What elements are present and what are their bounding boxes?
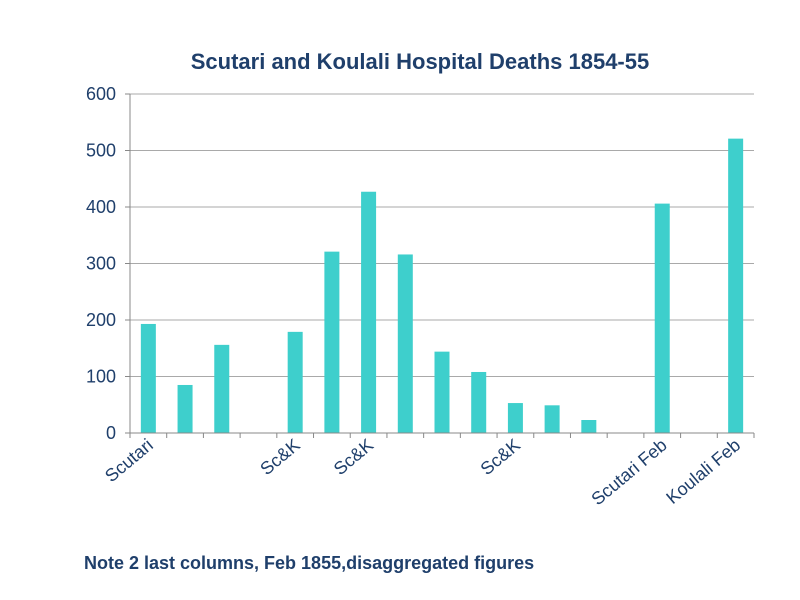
y-tick-label: 500 — [86, 141, 116, 161]
axes — [125, 93, 755, 438]
bar — [581, 420, 597, 433]
bar — [471, 371, 487, 433]
bar — [214, 344, 230, 433]
chart-note: Note 2 last columns, Feb 1855,disaggrega… — [84, 553, 535, 573]
y-tick-label: 300 — [86, 254, 116, 274]
x-tick-label: Scutari Feb — [587, 435, 670, 509]
bar — [728, 138, 744, 433]
y-tick-label: 200 — [86, 310, 116, 330]
chart-title: Scutari and Koulali Hospital Deaths 1854… — [190, 49, 650, 74]
x-tick-label: Sc&K — [330, 435, 377, 479]
bars — [140, 138, 744, 433]
x-tick-label: Sc&K — [256, 435, 303, 479]
bar — [287, 331, 303, 433]
bar — [434, 351, 450, 433]
bar — [361, 191, 377, 433]
bar — [507, 403, 523, 433]
x-tick-label: Koulali Feb — [662, 435, 744, 508]
bar — [324, 251, 340, 433]
bar — [654, 203, 670, 433]
x-tick-label: Sc&K — [477, 435, 524, 479]
y-tick-label: 400 — [86, 197, 116, 217]
y-tick-label: 600 — [86, 84, 116, 104]
bar — [544, 405, 560, 433]
bar — [397, 254, 413, 433]
bar — [177, 384, 193, 433]
y-tick-label: 100 — [86, 367, 116, 387]
bar — [140, 323, 156, 433]
y-tick-label: 0 — [106, 423, 116, 443]
grid-lines — [130, 93, 754, 377]
